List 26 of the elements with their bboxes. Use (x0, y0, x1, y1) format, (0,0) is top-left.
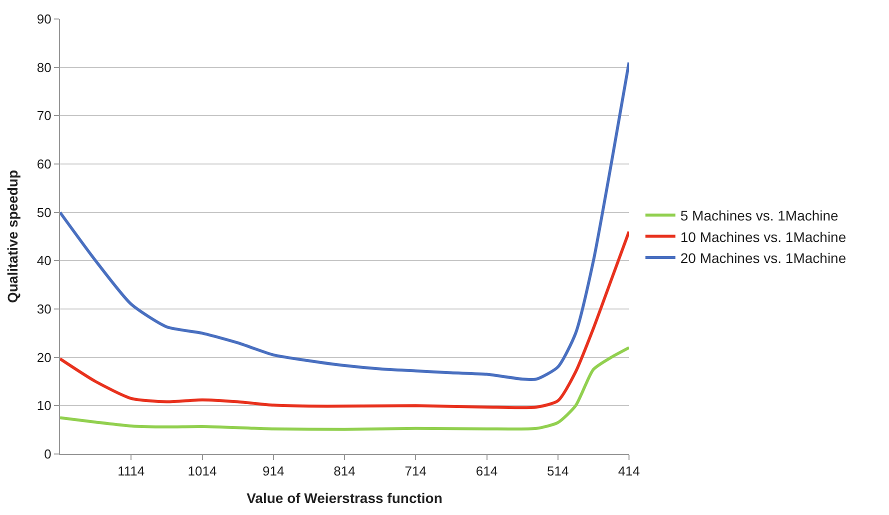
y-axis-title: Qualitative speedup (4, 170, 21, 304)
y-tick-label: 60 (36, 156, 52, 172)
x-tick-label: 414 (618, 464, 640, 479)
y-tick-label: 80 (36, 60, 52, 75)
line-series (60, 61, 629, 381)
x-tick-label: 614 (476, 464, 498, 479)
line-series (60, 346, 629, 431)
x-axis-title: Value of Weierstrass function (246, 490, 442, 506)
y-tick-label: 20 (36, 350, 52, 365)
x-tick-label: 714 (404, 464, 426, 479)
legend-label: 20 Machines vs. 1Machine (680, 250, 846, 266)
y-tick-label: 70 (36, 108, 52, 124)
x-tick-label: 1114 (118, 464, 145, 479)
y-tick-label: 0 (44, 446, 52, 462)
x-tick-label: 514 (547, 464, 569, 479)
line-series (60, 230, 629, 410)
y-tick-label: 50 (36, 204, 52, 220)
y-tick-label: 30 (36, 302, 52, 317)
x-tick-label: 1014 (188, 464, 217, 479)
y-tick-label: 40 (36, 253, 52, 268)
y-tick-label: 10 (36, 398, 52, 414)
y-tick-label: 90 (36, 12, 52, 27)
x-tick-label: 914 (262, 464, 284, 479)
legend-label: 5 Machines vs. 1Machine (680, 208, 839, 224)
legend-label: 10 Machines vs. 1Machine (680, 228, 846, 245)
x-tick-label: 814 (334, 464, 356, 479)
